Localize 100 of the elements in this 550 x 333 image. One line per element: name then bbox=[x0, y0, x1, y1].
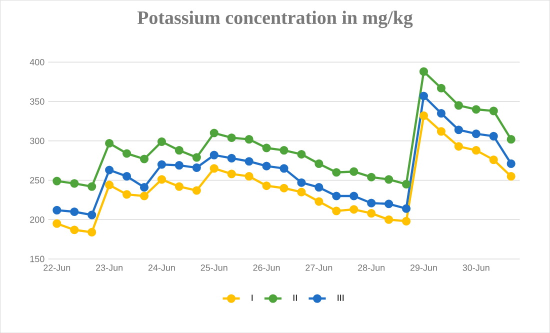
point bbox=[402, 180, 411, 188]
point bbox=[297, 150, 306, 159]
x-tick-label: 27-Jun bbox=[306, 264, 332, 271]
y-tick-label: 350 bbox=[30, 98, 44, 105]
y-tick-label: 250 bbox=[30, 177, 44, 184]
point bbox=[174, 182, 184, 191]
point bbox=[157, 160, 166, 169]
point bbox=[70, 179, 79, 188]
x-tick-label: 30-Jun bbox=[462, 264, 490, 271]
point bbox=[210, 150, 218, 160]
point bbox=[122, 190, 132, 199]
point bbox=[454, 142, 463, 151]
point bbox=[52, 219, 62, 228]
point bbox=[244, 172, 254, 181]
point bbox=[227, 170, 236, 178]
point bbox=[262, 144, 271, 152]
x-tick-label: 29-Jun bbox=[410, 264, 437, 271]
point bbox=[122, 172, 132, 181]
x-tick-label: 24-Jun bbox=[148, 264, 175, 271]
point bbox=[140, 182, 149, 192]
point bbox=[192, 153, 201, 162]
point bbox=[367, 172, 376, 182]
point bbox=[105, 180, 114, 190]
point bbox=[297, 178, 306, 187]
point bbox=[332, 206, 341, 216]
point bbox=[262, 162, 271, 170]
point bbox=[70, 226, 79, 234]
point bbox=[52, 206, 62, 214]
point bbox=[70, 207, 79, 216]
point bbox=[88, 228, 96, 236]
point bbox=[227, 133, 236, 142]
point bbox=[489, 132, 498, 140]
point bbox=[280, 146, 288, 155]
point bbox=[472, 129, 480, 138]
point bbox=[402, 216, 411, 226]
point bbox=[192, 163, 201, 172]
legend-label: I bbox=[252, 294, 253, 301]
y-tick-label: 400 bbox=[30, 58, 44, 66]
point bbox=[454, 101, 463, 110]
point bbox=[105, 138, 114, 148]
point bbox=[314, 182, 324, 192]
point bbox=[436, 127, 446, 136]
legend-label: II bbox=[293, 294, 297, 301]
point bbox=[367, 198, 376, 208]
point bbox=[297, 188, 306, 196]
point bbox=[436, 84, 446, 92]
point bbox=[384, 175, 394, 184]
point bbox=[436, 108, 446, 118]
point bbox=[280, 164, 288, 173]
point bbox=[88, 182, 96, 191]
point bbox=[105, 166, 114, 174]
point bbox=[419, 111, 428, 120]
x-tick-label: 25-Jun bbox=[200, 264, 228, 271]
point bbox=[262, 181, 271, 190]
point bbox=[332, 192, 341, 200]
x-tick-label: 23-Jun bbox=[96, 264, 122, 271]
point bbox=[402, 204, 411, 213]
point bbox=[174, 146, 184, 155]
point bbox=[140, 192, 149, 200]
point bbox=[157, 137, 166, 146]
point bbox=[489, 155, 498, 164]
x-tick-label: 22-Jun bbox=[44, 264, 70, 271]
x-tick-label: 26-Jun bbox=[253, 264, 280, 271]
point bbox=[157, 175, 166, 184]
legend-label: III bbox=[338, 294, 344, 301]
point bbox=[174, 160, 184, 170]
point bbox=[192, 186, 201, 195]
point bbox=[506, 159, 516, 168]
point bbox=[506, 134, 516, 144]
point bbox=[210, 164, 218, 173]
y-tick-label: 150 bbox=[30, 256, 44, 262]
chart-title: Potassium concentration in mg/kg bbox=[137, 10, 413, 28]
point bbox=[384, 200, 394, 208]
point bbox=[210, 128, 218, 138]
point bbox=[280, 184, 288, 192]
point bbox=[367, 208, 376, 218]
point bbox=[88, 210, 96, 220]
y-tick-label: 300 bbox=[30, 138, 44, 144]
point bbox=[350, 205, 358, 214]
point bbox=[244, 134, 254, 144]
point bbox=[314, 197, 324, 206]
point bbox=[489, 106, 498, 116]
point bbox=[122, 149, 132, 158]
point bbox=[227, 154, 236, 162]
point bbox=[350, 192, 358, 200]
point bbox=[350, 167, 358, 176]
point bbox=[140, 154, 149, 164]
point bbox=[314, 159, 324, 168]
point bbox=[419, 92, 428, 100]
point bbox=[52, 176, 62, 186]
point bbox=[506, 172, 516, 181]
point bbox=[472, 105, 480, 114]
point bbox=[472, 146, 480, 155]
y-tick-label: 200 bbox=[30, 216, 44, 223]
x-tick-label: 28-Jun bbox=[358, 264, 384, 271]
point bbox=[384, 215, 394, 224]
point bbox=[419, 67, 428, 76]
point bbox=[454, 126, 463, 134]
point bbox=[244, 157, 254, 166]
point bbox=[332, 168, 341, 177]
